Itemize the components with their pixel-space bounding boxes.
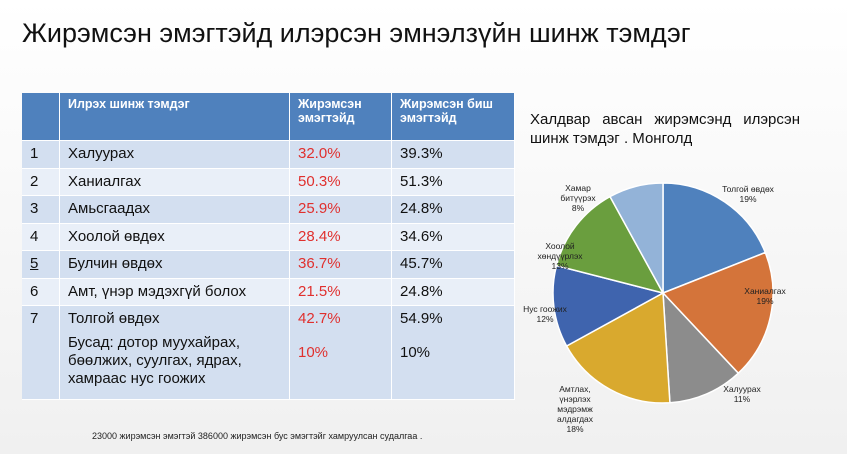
slice-category: Хамар битүүрэх xyxy=(560,183,596,203)
table-cell: 2 xyxy=(22,168,60,196)
pie-slice xyxy=(608,182,664,294)
pie-slice xyxy=(565,291,671,404)
slide-title: Жирэмсэн эмэгтэйд илэрсэн эмнэлзүйн шинж… xyxy=(22,18,691,48)
slice-value: 18% xyxy=(566,424,584,434)
slice-label: Хамар битүүрэх 8% xyxy=(548,183,608,213)
slice-label: Халуурах 11% xyxy=(712,384,772,404)
table-cell: 42.7% xyxy=(290,306,392,400)
table-cell: 45.7% xyxy=(392,251,515,279)
table-cell: Бусад: дотор муухайрах, бөөлжих, суулгах… xyxy=(68,334,242,387)
table-cell: 6 xyxy=(22,278,60,306)
table-cell: 32.0% xyxy=(290,141,392,169)
table-cell: 4 xyxy=(22,223,60,251)
slice-category: Амтлах, үнэрлэх мэдрэмж алдагдах xyxy=(556,384,594,424)
table-cell: Ханиалгах xyxy=(60,168,290,196)
slice-value: 11% xyxy=(733,394,751,404)
chart-title: Халдвар авсан жирэмсэнд илэрсэн шинж тэм… xyxy=(530,111,800,147)
table-cell: 7 xyxy=(22,306,60,400)
header-cell xyxy=(22,93,60,141)
slice-category: Хоолой хөндүүрлэх xyxy=(537,241,583,261)
table-cell: 51.3% xyxy=(392,168,515,196)
table-cell: 21.5% xyxy=(290,278,392,306)
slice-value: 19% xyxy=(739,194,757,204)
slice-category: Толгой өвдөх xyxy=(722,184,774,194)
slice-label: Ханиалгах 19% xyxy=(735,286,795,306)
slice-category: Нус гоожих xyxy=(523,304,567,314)
table-cell: 50.3% xyxy=(290,168,392,196)
table-cell: 25.9% xyxy=(290,196,392,224)
slice-value: 12% xyxy=(536,314,554,324)
table-cell: Толгой өвдөх xyxy=(60,306,290,400)
table-cell: 54.9% xyxy=(392,306,515,400)
slice-label: Хоолой хөндүүрлэх 13% xyxy=(530,241,590,271)
header-cell: Жирэмсэн биш эмэгтэйд xyxy=(392,93,515,141)
pie-slice xyxy=(661,251,774,375)
table-cell: Булчин өвдөх xyxy=(60,251,290,279)
table: Илрэх шинж тэмдэг Жирэмсэн эмэгтэйд Жирэмс… xyxy=(22,93,515,400)
slice-label: Амтлах, үнэрлэх мэдрэмж алдагдах 18% xyxy=(545,384,605,434)
table-cell: 24.8% xyxy=(392,278,515,306)
pie-slice xyxy=(662,290,740,404)
table-cell: Амьсгаадах xyxy=(60,196,290,224)
header-cell: Жирэмсэн эмэгтэйд xyxy=(290,93,392,141)
pie-slice xyxy=(555,195,665,295)
table-cell: 24.8% xyxy=(392,196,515,224)
footnote: 23000 жирэмсэн эмэгтэй 386000 жирэмсэн б… xyxy=(92,431,423,441)
slice-value: 19% xyxy=(756,296,774,306)
table-cell: 39.3% xyxy=(392,141,515,169)
table-cell: 36.7% xyxy=(290,251,392,279)
slice-value: 8% xyxy=(571,203,585,213)
table-cell: 3 xyxy=(22,196,60,224)
slice-value: 13% xyxy=(551,261,569,271)
table-cell: 10% xyxy=(400,344,431,361)
pie-slice xyxy=(552,264,666,348)
table-cell: 5 xyxy=(22,251,60,279)
slice-category: Ханиалгах xyxy=(744,286,786,296)
table-cell: Хоолой өвдөх xyxy=(60,223,290,251)
table-cell: Халуурах xyxy=(60,141,290,169)
table-cell: 28.4% xyxy=(290,223,392,251)
pie-slice xyxy=(662,182,767,295)
slice-label: Толгой өвдөх 19% xyxy=(718,184,778,204)
slice-category: Халуурах xyxy=(723,384,761,394)
header-cell: Илрэх шинж тэмдэг xyxy=(60,93,290,141)
table-cell: 1 xyxy=(22,141,60,169)
slice-label: Нус гоожих 12% xyxy=(515,304,575,324)
table-cell: 34.6% xyxy=(392,223,515,251)
table-cell: Амт, үнэр мэдэхгүй болох xyxy=(60,278,290,306)
table-cell: 10% xyxy=(298,344,329,361)
